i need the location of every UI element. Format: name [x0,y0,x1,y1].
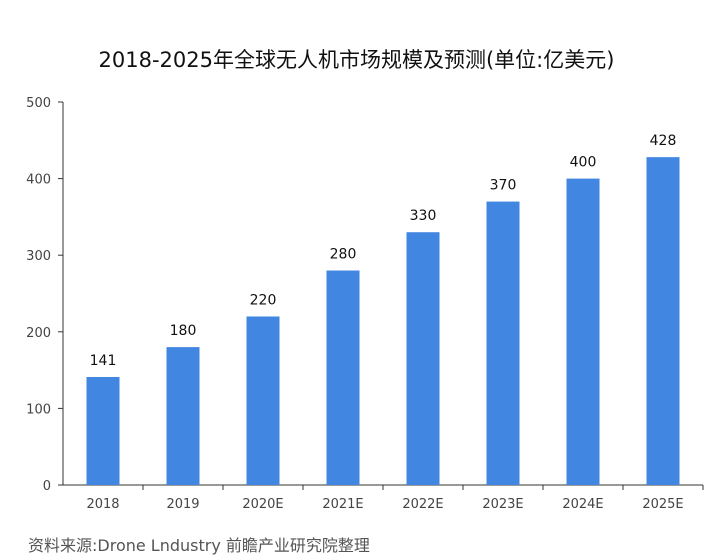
bar [646,157,680,486]
bar [86,376,120,485]
data-label: 428 [650,133,677,149]
source-note: 资料来源:Drone Lndustry 前瞻产业研究院整理 [28,536,370,555]
x-tick-label: 2023E [482,497,523,512]
y-tick-label: 300 [26,249,51,264]
x-tick-label: 2018 [86,497,119,512]
bar [326,270,360,485]
bar [566,178,600,485]
data-label: 220 [250,292,277,308]
x-tick-label: 2025E [642,497,683,512]
y-tick-label: 400 [26,173,51,188]
data-label: 330 [410,208,437,224]
bar [406,232,440,485]
x-tick-label: 2024E [562,497,603,512]
y-tick-label: 100 [26,402,51,417]
bar [246,316,280,485]
data-label: 180 [170,323,197,339]
bar [166,347,200,485]
data-label: 141 [90,353,117,369]
y-tick-label: 0 [43,479,51,494]
data-label: 400 [570,155,597,171]
bar [486,201,520,485]
axes: 0 100 200 300 400 500 2018 2019 2020E 2021E 2022E 2… [26,96,704,512]
x-tick-label: 2020E [242,497,283,512]
data-label: 280 [330,247,357,263]
x-tick-label: 2022E [402,497,443,512]
y-tick-label: 500 [26,96,51,111]
y-tick-label: 200 [26,326,51,341]
x-tick-label: 2021E [322,497,363,512]
bars [86,157,680,486]
data-labels: 141 180 220 280 330 370 400 428 [90,133,677,369]
data-label: 370 [490,178,517,194]
chart-title: 2018-2025年全球无人机市场规模及预测(单位:亿美元) [98,48,615,72]
x-tick-label: 2019 [166,497,199,512]
